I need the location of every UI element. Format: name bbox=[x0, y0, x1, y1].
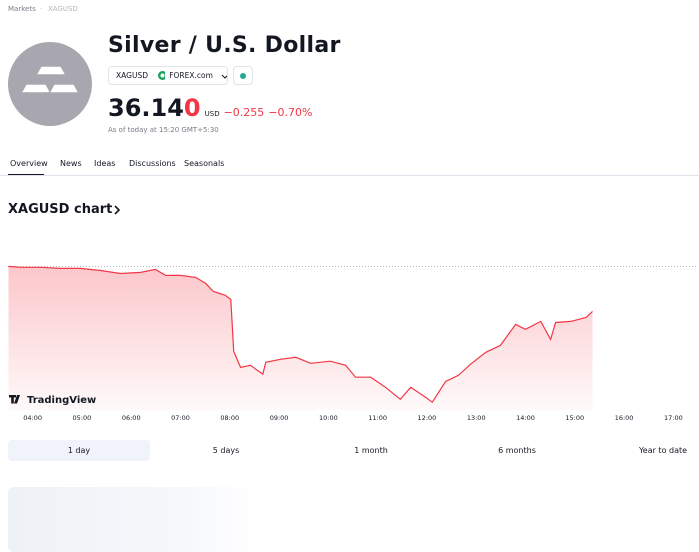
separator: · bbox=[151, 71, 155, 80]
symbol-code: XAGUSD bbox=[116, 71, 148, 80]
x-tick-label: 11:00 bbox=[368, 414, 387, 422]
range-button[interactable]: 6 months bbox=[498, 446, 536, 455]
x-tick-label: 14:00 bbox=[516, 414, 535, 422]
change-percent: −0.70% bbox=[268, 106, 313, 119]
tab[interactable]: News bbox=[60, 159, 82, 168]
as-of: As of today at 15:20 GMT+5:30 bbox=[108, 126, 219, 134]
x-tick-label: 16:00 bbox=[615, 414, 634, 422]
tab-divider bbox=[0, 175, 699, 176]
price-line bbox=[8, 265, 593, 404]
x-tick-label: 17:00 bbox=[664, 414, 683, 422]
tab[interactable]: Seasonals bbox=[184, 159, 225, 168]
status-dot bbox=[240, 72, 246, 79]
breadcrumb-separator: · bbox=[40, 5, 43, 13]
range-button[interactable]: 5 days bbox=[212, 446, 240, 455]
x-tick-label: 06:00 bbox=[122, 414, 141, 422]
market-status[interactable] bbox=[233, 66, 253, 85]
breadcrumb-link[interactable]: Markets bbox=[8, 5, 36, 13]
currency: USD bbox=[204, 110, 220, 118]
chart: 04:00 05:00 06:00 07:00 08:00 09:00 10:00 11:00… bbox=[8, 265, 698, 422]
chart-heading-link[interactable]: XAGUSD chart bbox=[8, 202, 121, 217]
price-main: 36.14 bbox=[108, 94, 184, 122]
symbol-icon bbox=[8, 42, 92, 126]
price: 36.140 bbox=[108, 94, 201, 122]
symbol-selector[interactable]: XAGUSD · FOREX.com bbox=[108, 66, 228, 85]
x-tick-label: 13:00 bbox=[467, 414, 486, 422]
x-tick-label: 15:00 bbox=[565, 414, 584, 422]
x-tick-label: 09:00 bbox=[270, 414, 289, 422]
tab[interactable]: Ideas bbox=[94, 159, 116, 168]
symbol-title: Silver / U.S. Dollar bbox=[108, 33, 341, 58]
x-tick-label: 10:00 bbox=[319, 414, 338, 422]
range-button[interactable]: Year to date bbox=[638, 446, 688, 455]
tradingview-logo: TradingView bbox=[9, 395, 96, 406]
exchange-icon bbox=[158, 71, 166, 80]
exchange-name: FOREX.com bbox=[169, 71, 213, 80]
x-tick-label: 12:00 bbox=[418, 414, 437, 422]
area-fill bbox=[8, 266, 593, 410]
chart-heading: XAGUSD chart bbox=[8, 202, 113, 217]
x-tick-label: 08:00 bbox=[220, 414, 239, 422]
x-tick-label: 07:00 bbox=[171, 414, 190, 422]
x-tick-label: 04:00 bbox=[23, 414, 42, 422]
chevron bbox=[114, 204, 121, 215]
tab[interactable]: Discussions bbox=[129, 159, 176, 168]
range-button[interactable]: 1 month bbox=[354, 446, 388, 455]
breadcrumb-current: XAGUSD bbox=[48, 5, 78, 13]
change: −0.255 bbox=[223, 106, 265, 119]
dropdown-chevron bbox=[221, 74, 227, 79]
x-tick-label: 05:00 bbox=[73, 414, 92, 422]
range-button[interactable]: 1 day bbox=[8, 440, 150, 461]
placeholder-card bbox=[8, 487, 258, 552]
price-last-digit: 0 bbox=[183, 94, 201, 122]
price-row: 36.140 USD −0.255 −0.70% bbox=[108, 94, 312, 122]
watermark: TradingView bbox=[27, 395, 96, 406]
tab[interactable]: Overview bbox=[10, 159, 48, 168]
